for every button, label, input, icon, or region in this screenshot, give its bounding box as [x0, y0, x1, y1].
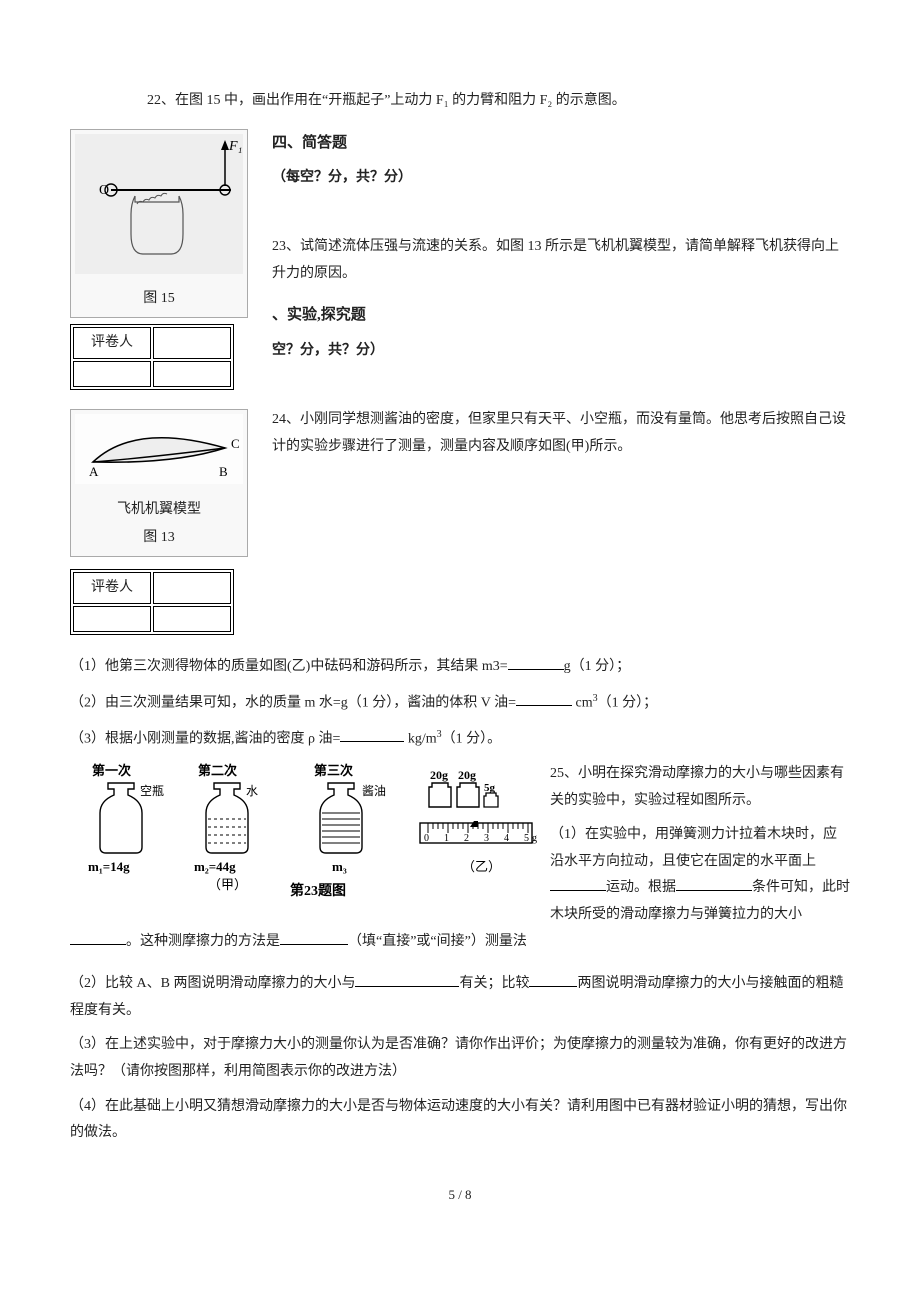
s3: 3 [484, 833, 489, 844]
left-figure-column: F₁ O 图 15 评卷人 A B C 飞机机翼模型 图 [70, 123, 250, 646]
q25-p3: （3）在上述实验中，对于摩擦力大小的测量你认为是否准确？请你作出评价；为使摩擦力… [70, 1032, 850, 1085]
q24-p3: （3）根据小刚测量的数据,酱油的密度 ρ 油= kg/m3（1 分）。 [70, 725, 850, 753]
fig23-w20a: 20g [430, 768, 448, 782]
section5-title-partial: 、实验,探究题 [272, 307, 366, 323]
blank-25-6[interactable] [529, 972, 577, 987]
section5-scoring-suffix: 空？分，共？分） [272, 343, 384, 358]
fig23-c2-label: 水 [246, 784, 258, 798]
q24-p2: （2）由三次测量结果可知，水的质量 m 水=g（1 分），酱油的体积 V 油= … [70, 689, 850, 717]
fig23-c3-label: 酱油 [362, 783, 386, 798]
f1-label: F₁ [228, 139, 242, 154]
fig13-c: C [231, 436, 240, 451]
q24-p2-c: （1 分）； [598, 695, 658, 710]
fig13-b: B [219, 464, 228, 479]
blank-25-2[interactable] [676, 876, 752, 891]
q25-p1-b: 运动。根据 [606, 880, 676, 895]
q24-p3-b: kg/m [404, 731, 436, 746]
figure-15-caption: 图 15 [75, 286, 243, 313]
fig23-c1-label: 空瓶 [140, 784, 164, 798]
s2: 2 [464, 833, 469, 844]
q24-p2-a: （2）由三次测量结果可知，水的质量 m 水=g（1 分），酱油的体积 V 油= [70, 695, 516, 710]
blank-rho[interactable] [340, 727, 404, 742]
fig23-yi: （乙） [462, 859, 501, 874]
blank-m3[interactable] [508, 655, 564, 670]
fig23-c2-mass: m₂=44g [194, 859, 236, 874]
q24-p3-c: （1 分）。 [442, 731, 502, 746]
page-number: 5 / 8 [70, 1183, 850, 1208]
q24-p1-a: （1）他第三次测得物体的质量如图(乙)中砝码和游码所示，其结果 m3= [70, 659, 508, 674]
blank-25-1[interactable] [550, 876, 606, 891]
s4: 4 [504, 833, 509, 844]
q25-p1-e: （填“直接”或“间接”）测量法 [348, 934, 527, 949]
figure-13: A B C 飞机机翼模型 图 13 [70, 409, 248, 557]
fig13-a: A [89, 464, 99, 479]
fig23-w20b: 20g [458, 768, 476, 782]
figure-13-svg: A B C [75, 414, 243, 484]
q22-text: 22、在图 15 中，画出作用在“开瓶起子”上动力 F₁ 的力臂和阻力 F₂ 的… [70, 88, 850, 115]
fig23-caption: 第23题图 [290, 882, 346, 899]
fig23-c3-top: 第三次 [314, 763, 353, 778]
fig23-c3-mass: m₃ [332, 859, 347, 874]
q25-p2-b: 有关；比较 [459, 976, 529, 991]
fig23-c1-mass: m₁=14g [88, 859, 130, 874]
q25-p4: （4）在此基础上小明又猜想滑动摩擦力的大小是否与物体运动速度的大小有关？请利用图… [70, 1094, 850, 1147]
q25-p2: （2）比较 A、B 两图说明滑动摩擦力的大小与有关；比较两图说明滑动摩擦力的大小… [70, 971, 850, 1024]
figure-13-caption-2: 图 13 [75, 525, 243, 552]
q25-p2-a: （2）比较 A、B 两图说明滑动摩擦力的大小与 [70, 976, 355, 991]
q25-p1-a: （1）在实验中，用弹簧测力计拉着木块时，应沿水平方向拉动，且使它在固定的水平面上 [550, 827, 837, 869]
figure-23-panel: 第一次 空瓶 m₁=14g 第二次 水 m₂=44g （甲） 第三次 酱油 [70, 761, 550, 912]
figure-15-svg: F₁ O [75, 134, 243, 274]
grader-box-2: 评卷人 [70, 569, 234, 636]
blank-25-5[interactable] [355, 972, 459, 987]
s5: 5 [524, 833, 529, 844]
fig23-c2-sub: （甲） [208, 877, 247, 892]
fig23-c1-top: 第一次 [92, 763, 131, 778]
s1: 1 [444, 833, 449, 844]
q25-p1-d: 。这种测摩擦力的方法是 [126, 934, 280, 949]
o-label: O [99, 183, 109, 198]
blank-voil[interactable] [516, 691, 572, 706]
q24-p1: （1）他第三次测得物体的质量如图(乙)中砝码和游码所示，其结果 m3= g（1 分… [70, 654, 850, 681]
grader-label-2: 评卷人 [73, 572, 151, 605]
figure-15: F₁ O 图 15 [70, 129, 248, 318]
blank-25-3[interactable] [70, 930, 126, 945]
q24-p1-b: g（1 分）； [564, 659, 631, 674]
s0: 0 [424, 833, 429, 844]
figure-13-caption-1: 飞机机翼模型 [75, 497, 243, 524]
fig23-w5: 5g [484, 782, 496, 794]
blank-25-4[interactable] [280, 930, 348, 945]
su: g [532, 833, 537, 844]
q24-p2-b: cm [572, 695, 593, 710]
q24-p3-a: （3）根据小刚测量的数据,酱油的密度 ρ 油= [70, 731, 340, 746]
grader-label-1: 评卷人 [73, 327, 151, 360]
fig23-c2-top: 第二次 [198, 763, 237, 778]
grader-box-1: 评卷人 [70, 324, 234, 391]
figure-23-row: 第一次 空瓶 m₁=14g 第二次 水 m₂=44g （甲） 第三次 酱油 [70, 761, 850, 963]
figure-23-svg: 第一次 空瓶 m₁=14g 第二次 水 m₂=44g （甲） 第三次 酱油 [70, 761, 540, 901]
